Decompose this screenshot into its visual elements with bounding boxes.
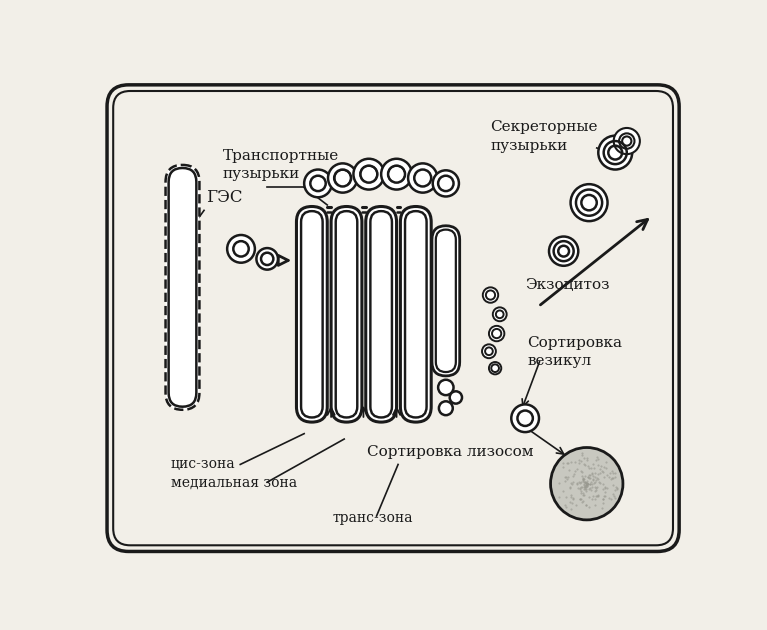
Circle shape [449,391,462,404]
Circle shape [551,447,623,520]
FancyBboxPatch shape [336,211,357,418]
Circle shape [256,248,278,270]
Circle shape [311,176,326,191]
Circle shape [227,235,255,263]
Circle shape [438,176,453,191]
Circle shape [334,169,351,186]
Text: транс-зона: транс-зона [333,511,413,525]
Circle shape [549,236,578,266]
Text: Транспортные
пузырьки: Транспортные пузырьки [222,149,339,181]
Circle shape [492,329,502,338]
Circle shape [491,364,499,372]
FancyBboxPatch shape [166,165,199,410]
FancyBboxPatch shape [436,229,456,372]
FancyBboxPatch shape [405,211,426,418]
FancyBboxPatch shape [107,85,679,551]
Circle shape [304,169,332,197]
Circle shape [489,362,502,374]
Text: Секреторные
пузырьки: Секреторные пузырьки [490,120,598,152]
Circle shape [360,166,377,183]
Text: цис-зона: цис-зона [171,457,235,471]
Circle shape [381,159,412,190]
Circle shape [614,128,640,154]
FancyBboxPatch shape [297,207,328,422]
Circle shape [388,166,405,183]
Circle shape [496,311,504,318]
Circle shape [261,253,273,265]
FancyBboxPatch shape [301,211,323,418]
Circle shape [571,184,607,221]
FancyBboxPatch shape [366,207,397,422]
Text: ГЭС: ГЭС [206,190,242,207]
Circle shape [233,241,249,256]
FancyBboxPatch shape [400,207,431,422]
Circle shape [493,307,507,321]
Circle shape [489,326,505,341]
Circle shape [482,287,499,303]
FancyBboxPatch shape [169,168,196,407]
Circle shape [598,135,632,169]
Circle shape [518,411,533,426]
FancyBboxPatch shape [370,211,392,418]
Circle shape [414,169,431,186]
Circle shape [354,159,384,190]
Circle shape [512,404,539,432]
Circle shape [486,290,495,300]
Circle shape [328,163,357,193]
Text: Сортировка
везикул: Сортировка везикул [528,336,623,369]
Circle shape [433,170,459,197]
FancyBboxPatch shape [331,207,362,422]
Circle shape [439,401,453,415]
Circle shape [408,163,437,193]
Circle shape [485,347,493,355]
Text: Сортировка лизосом: Сортировка лизосом [367,445,534,459]
FancyBboxPatch shape [432,226,459,376]
Circle shape [438,380,453,395]
Text: медиальная зона: медиальная зона [171,476,297,490]
Circle shape [482,345,496,358]
Text: Экзоцитоз: Экзоцитоз [525,278,610,292]
